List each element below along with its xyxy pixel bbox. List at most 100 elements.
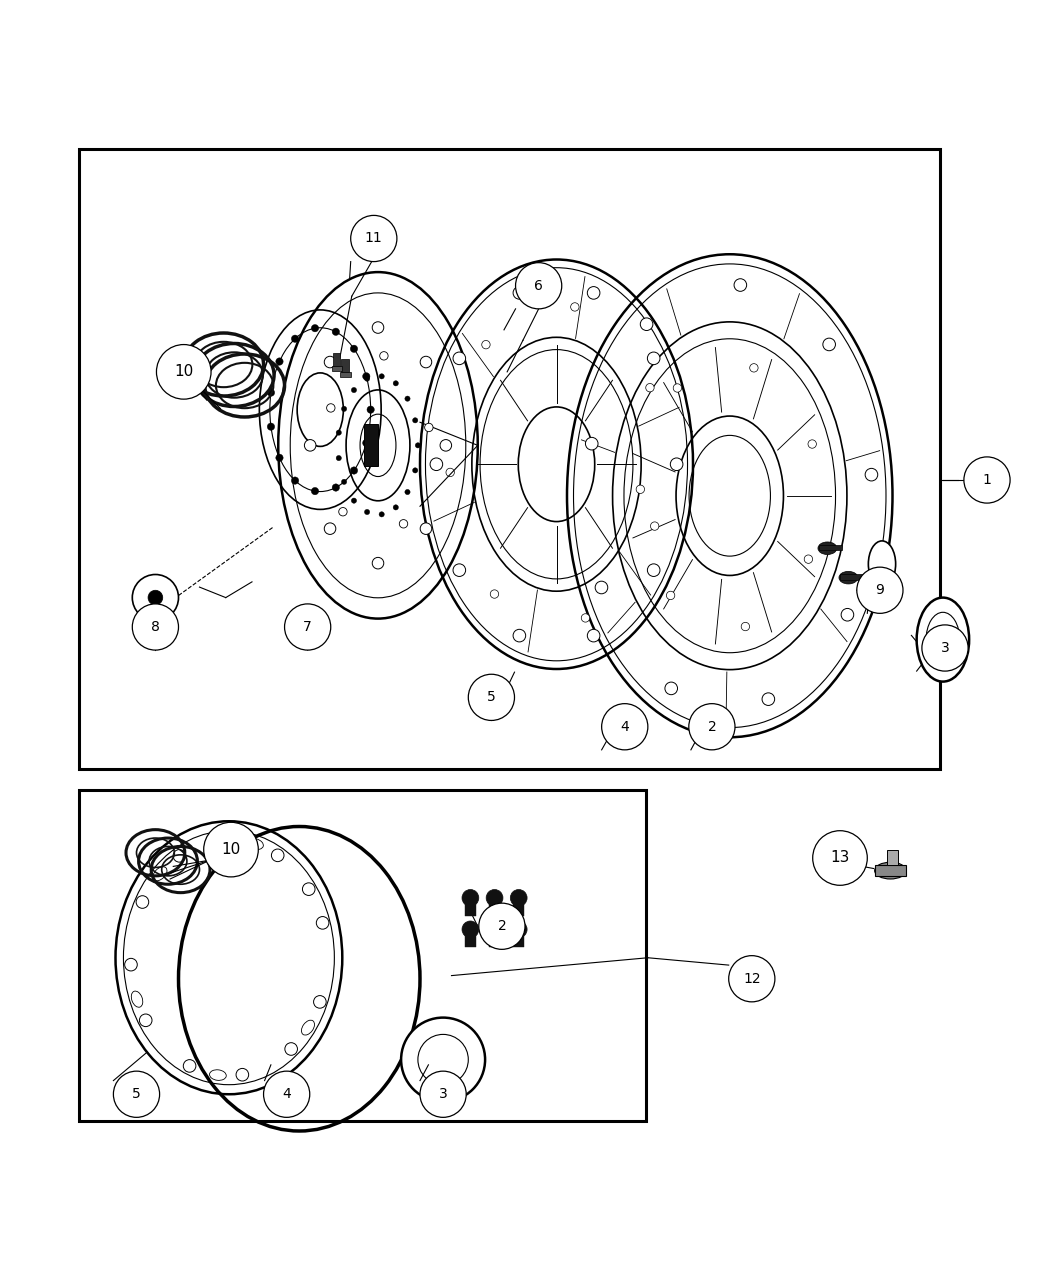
Text: 4: 4 [282,1088,291,1102]
Circle shape [587,287,600,300]
Circle shape [351,467,358,474]
Circle shape [327,404,335,412]
Circle shape [453,352,465,365]
Circle shape [314,996,327,1009]
Ellipse shape [401,1017,485,1102]
Circle shape [734,279,747,291]
Text: 9: 9 [876,583,884,597]
Circle shape [665,682,677,695]
Circle shape [808,440,817,449]
Text: 6: 6 [534,279,543,293]
Circle shape [324,523,336,534]
Circle shape [332,484,339,491]
Circle shape [689,704,735,750]
Circle shape [570,302,579,311]
Circle shape [291,477,298,485]
Circle shape [236,1068,249,1081]
Bar [332,366,342,371]
Text: 12: 12 [743,972,760,986]
Circle shape [424,423,433,432]
Circle shape [156,344,211,399]
Ellipse shape [132,575,179,621]
Text: 5: 5 [132,1088,141,1102]
Circle shape [368,405,374,413]
Circle shape [741,622,750,631]
Ellipse shape [148,590,163,604]
Circle shape [513,287,526,300]
Circle shape [379,511,384,516]
Circle shape [865,468,878,481]
Circle shape [271,849,284,862]
Text: 1: 1 [983,473,991,487]
Circle shape [446,468,455,477]
Circle shape [316,917,329,929]
Text: 4: 4 [621,720,629,733]
Text: 7: 7 [303,620,312,634]
Circle shape [351,346,358,352]
Circle shape [646,384,654,391]
Circle shape [479,903,525,950]
Circle shape [373,557,384,569]
Circle shape [648,352,660,365]
Circle shape [285,604,331,650]
Circle shape [311,325,318,332]
Circle shape [339,507,348,516]
Ellipse shape [839,571,858,584]
Ellipse shape [486,890,503,907]
Circle shape [729,956,775,1002]
Circle shape [636,484,645,493]
Circle shape [413,418,418,423]
Circle shape [362,440,370,446]
Bar [465,896,476,915]
Circle shape [587,630,600,641]
Circle shape [132,604,179,650]
Circle shape [393,505,398,510]
Circle shape [311,487,318,495]
Circle shape [670,458,682,470]
Circle shape [399,520,407,528]
Bar [819,546,842,551]
Ellipse shape [462,890,479,907]
Circle shape [362,372,370,380]
Circle shape [393,381,398,386]
Circle shape [364,376,370,381]
Circle shape [373,321,384,333]
Bar [465,928,476,947]
Circle shape [430,458,443,470]
Circle shape [113,1071,160,1117]
Circle shape [813,831,867,885]
Circle shape [602,704,648,750]
Circle shape [332,328,339,335]
Circle shape [204,822,258,877]
Circle shape [351,215,397,261]
Circle shape [405,397,411,402]
Circle shape [225,834,237,847]
Text: 3: 3 [941,641,949,655]
Circle shape [750,363,758,372]
Circle shape [762,692,775,705]
Text: 2: 2 [498,919,506,933]
Circle shape [184,1060,196,1072]
Ellipse shape [301,1020,315,1035]
Circle shape [857,567,903,613]
Circle shape [136,896,149,908]
Text: 10: 10 [222,842,240,857]
Circle shape [640,317,653,330]
Circle shape [482,340,490,349]
Text: 13: 13 [831,850,849,866]
Text: 11: 11 [365,232,382,246]
Ellipse shape [462,921,479,938]
Circle shape [586,437,598,450]
Circle shape [380,352,388,360]
Ellipse shape [510,921,527,938]
Circle shape [922,625,968,671]
Bar [340,372,351,377]
Circle shape [285,1043,297,1056]
Circle shape [268,423,275,431]
Ellipse shape [247,839,264,849]
Circle shape [276,454,284,462]
Text: 10: 10 [174,365,193,380]
Circle shape [648,564,660,576]
Circle shape [667,592,675,599]
Circle shape [453,564,465,576]
